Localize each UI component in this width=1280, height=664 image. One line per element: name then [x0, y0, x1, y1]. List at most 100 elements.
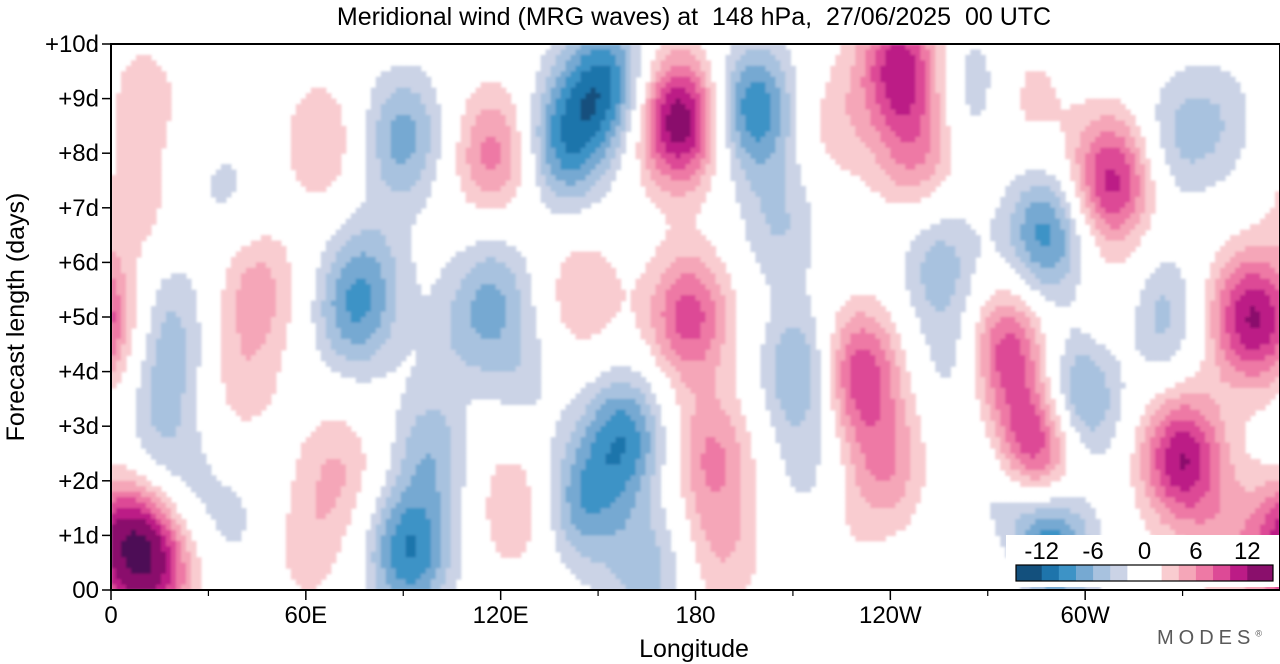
heatmap-cell — [850, 104, 856, 111]
heatmap-cell — [1070, 175, 1076, 182]
heatmap-cell — [825, 87, 831, 94]
heatmap-cell — [750, 180, 757, 187]
heatmap-cell — [150, 180, 157, 187]
heatmap-cell — [530, 147, 537, 154]
heatmap-cell — [905, 104, 911, 111]
heatmap-cell — [295, 169, 302, 176]
heatmap-cell — [745, 196, 752, 203]
heatmap-cell — [690, 229, 697, 236]
heatmap-cell — [1065, 240, 1071, 247]
heatmap-cell — [1090, 136, 1096, 143]
heatmap-cell — [705, 93, 712, 100]
heatmap-cell — [880, 131, 886, 138]
heatmap-cell — [535, 114, 542, 122]
heatmap-cell — [380, 87, 387, 94]
heatmap-cell — [495, 142, 502, 149]
heatmap-cell — [1070, 153, 1076, 160]
heatmap-cell — [915, 109, 921, 116]
heatmap-cell — [920, 262, 926, 269]
heatmap-cell — [625, 76, 632, 83]
heatmap-cell — [920, 246, 926, 253]
heatmap-cell — [1015, 191, 1021, 198]
heatmap-cell — [615, 44, 622, 51]
heatmap-cell — [635, 65, 642, 72]
heatmap-cell — [685, 65, 692, 72]
heatmap-cell — [780, 213, 787, 220]
heatmap-cell — [1000, 196, 1006, 203]
heatmap-cell — [660, 93, 667, 100]
heatmap-cell — [685, 202, 692, 209]
heatmap-cell — [560, 136, 567, 143]
heatmap-cell — [880, 125, 886, 132]
heatmap-cell — [1180, 82, 1186, 89]
heatmap-cell — [265, 235, 272, 242]
heatmap-cell — [1265, 235, 1271, 242]
heatmap-cell — [915, 191, 921, 198]
heatmap-cell — [485, 256, 492, 263]
heatmap-cell — [1100, 213, 1106, 220]
heatmap-cell — [610, 104, 617, 111]
heatmap-cell — [1185, 87, 1191, 94]
heatmap-cell — [370, 262, 377, 269]
heatmap-cell — [535, 120, 542, 127]
heatmap-cell — [295, 125, 302, 132]
heatmap-cell — [975, 71, 981, 78]
heatmap-cell — [535, 76, 542, 83]
heatmap-cell — [550, 44, 557, 51]
heatmap-cell — [575, 49, 582, 56]
heatmap-cell — [415, 104, 422, 111]
heatmap-cell — [116, 136, 122, 143]
heatmap-cell — [510, 262, 517, 269]
heatmap-cell — [1105, 114, 1111, 122]
heatmap-cell — [785, 120, 792, 127]
heatmap-cell — [410, 185, 417, 193]
heatmap-cell — [970, 60, 976, 67]
heatmap-cell — [111, 235, 117, 242]
heatmap-cell — [780, 54, 787, 61]
heatmap-cell — [845, 153, 851, 160]
heatmap-cell — [775, 169, 782, 176]
heatmap-cell — [645, 93, 652, 100]
heatmap-cell — [1015, 218, 1021, 225]
heatmap-cell — [760, 185, 767, 193]
heatmap-cell — [1170, 114, 1176, 122]
heatmap-cell — [1220, 109, 1226, 116]
heatmap-cell — [920, 49, 926, 56]
heatmap-cell — [605, 120, 612, 127]
heatmap-cell — [116, 131, 122, 138]
heatmap-cell — [1190, 164, 1196, 171]
heatmap-cell — [340, 262, 347, 269]
heatmap-cell — [560, 125, 567, 132]
heatmap-cell — [460, 267, 467, 274]
heatmap-cell — [380, 153, 387, 160]
heatmap-cell — [680, 251, 687, 258]
heatmap-cell — [690, 196, 697, 203]
heatmap-cell — [550, 76, 557, 83]
heatmap-cell — [480, 82, 487, 89]
heatmap-cell — [475, 196, 482, 203]
heatmap-cell — [495, 104, 502, 111]
heatmap-cell — [1025, 93, 1031, 100]
heatmap-cell — [775, 235, 782, 242]
heatmap-cell — [405, 147, 412, 154]
heatmap-cell — [1265, 218, 1271, 225]
heatmap-cell — [675, 120, 682, 127]
heatmap-cell — [695, 142, 702, 149]
heatmap-cell — [785, 87, 792, 94]
heatmap-cell — [1025, 71, 1031, 78]
heatmap-cell — [760, 142, 767, 149]
heatmap-cell — [740, 185, 747, 193]
heatmap-cell — [1005, 251, 1011, 258]
heatmap-cell — [120, 120, 127, 127]
heatmap-cell — [430, 87, 437, 94]
heatmap-cell — [865, 164, 871, 171]
heatmap-cell — [860, 169, 866, 176]
heatmap-cell — [420, 158, 427, 165]
heatmap-cell — [675, 218, 682, 225]
heatmap-cell — [855, 142, 861, 149]
heatmap-cell — [460, 185, 467, 193]
heatmap-cell — [425, 169, 432, 176]
heatmap-cell — [1230, 262, 1236, 269]
heatmap-cell — [605, 44, 612, 51]
heatmap-cell — [770, 207, 777, 214]
